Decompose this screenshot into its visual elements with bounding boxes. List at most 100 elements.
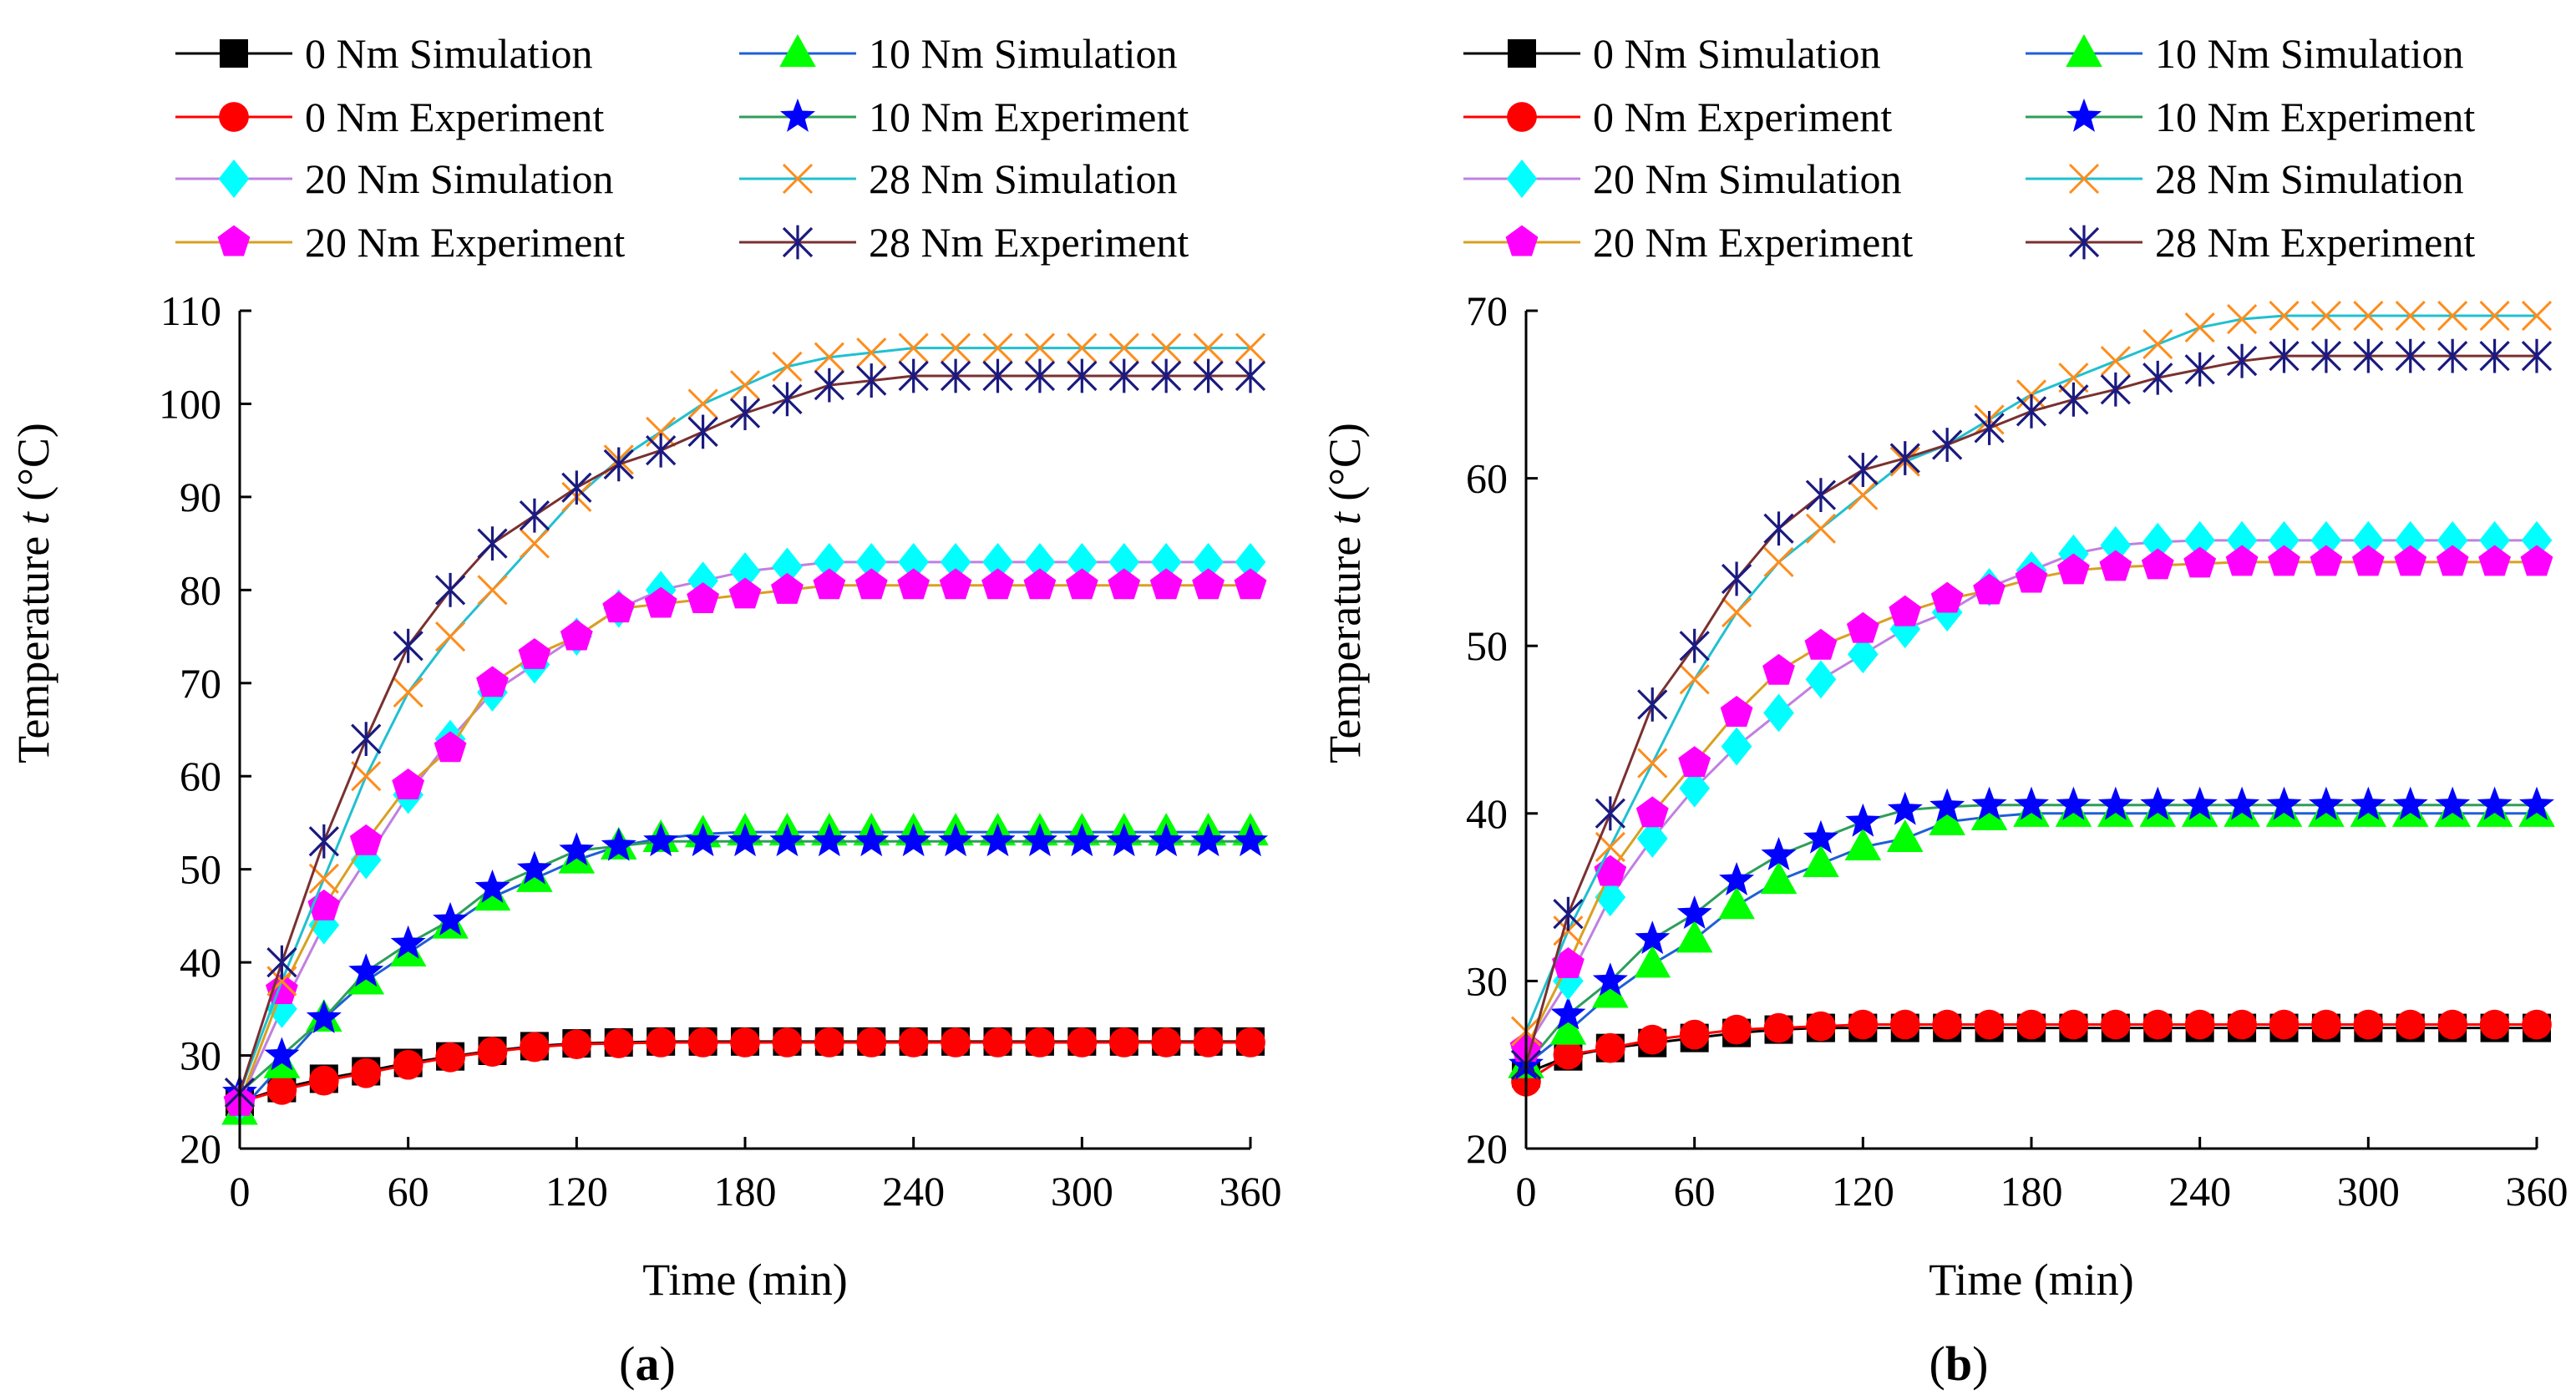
legend-marker-s0 bbox=[1508, 39, 1536, 68]
data-point-e10 bbox=[1719, 861, 1755, 895]
data-point-e10 bbox=[390, 925, 426, 959]
data-point-e0 bbox=[772, 1027, 803, 1058]
data-point-e10 bbox=[895, 823, 931, 857]
data-point-e28 bbox=[1889, 441, 1920, 475]
data-point-e10 bbox=[854, 823, 890, 857]
data-point-e0 bbox=[1553, 1039, 1584, 1070]
data-point-e0 bbox=[2227, 1009, 2257, 1040]
legend-label-e0: 0 Nm Experiment bbox=[1593, 94, 1892, 140]
legend-label-e20: 20 Nm Experiment bbox=[305, 219, 625, 266]
data-point-s20 bbox=[1679, 768, 1711, 808]
data-point-e28 bbox=[2353, 338, 2384, 373]
data-point-e10 bbox=[643, 823, 679, 857]
data-point-s20 bbox=[2437, 520, 2468, 560]
data-point-e0 bbox=[1067, 1027, 1098, 1058]
series-e20 bbox=[1509, 545, 2553, 1063]
series-line-s28 bbox=[238, 347, 1250, 1093]
data-point-s10 bbox=[1760, 861, 1798, 895]
data-point-s20 bbox=[2479, 520, 2510, 560]
data-point-s28 bbox=[814, 342, 844, 373]
legend-item-e0: 0 Nm Experiment bbox=[175, 94, 604, 140]
chart-panel-b: 0 Nm Simulation 10 Nm Simulation 0 Nm Expe… bbox=[1320, 30, 2568, 1391]
y-axis-title-b: Temperature t (°C) bbox=[1320, 423, 1370, 763]
panel-label-b: (b) bbox=[1929, 1337, 1989, 1391]
data-point-s20 bbox=[1108, 542, 1140, 581]
data-point-e10 bbox=[2097, 786, 2133, 820]
data-point-e20 bbox=[687, 582, 719, 613]
y-tick-label: 20 bbox=[180, 1125, 221, 1172]
data-point-e20 bbox=[1552, 946, 1585, 978]
data-point-e0 bbox=[266, 1074, 297, 1105]
data-point-s10 bbox=[1929, 802, 1965, 835]
data-point-s28 bbox=[351, 761, 382, 792]
data-point-e28 bbox=[982, 358, 1013, 393]
data-point-e28 bbox=[2226, 343, 2258, 378]
data-point-e0 bbox=[687, 1027, 718, 1058]
data-point-e28 bbox=[2310, 338, 2342, 373]
data-point-e0 bbox=[1889, 1009, 1920, 1040]
data-point-s20 bbox=[814, 542, 845, 581]
data-point-e0 bbox=[393, 1049, 423, 1080]
data-point-s20 bbox=[1805, 660, 1837, 699]
legend-marker-s10 bbox=[779, 34, 816, 68]
data-point-e0 bbox=[1025, 1027, 1055, 1058]
data-point-e20 bbox=[1023, 568, 1057, 600]
data-point-s28 bbox=[2100, 346, 2131, 377]
data-point-s28 bbox=[1763, 546, 1794, 577]
legend-marker-e0 bbox=[219, 102, 249, 132]
data-point-e20 bbox=[1720, 696, 1753, 727]
legend-marker-e28 bbox=[2068, 225, 2100, 260]
data-point-s28 bbox=[1151, 332, 1182, 363]
data-point-s20 bbox=[1847, 635, 1879, 674]
data-point-e0 bbox=[2437, 1009, 2468, 1040]
data-point-s10 bbox=[1844, 827, 1882, 860]
y-tick-label: 80 bbox=[180, 566, 221, 613]
axes-a: 20 30 40 50 60 70 80 90 100 110 0 60 120 180 240 300 360 bbox=[159, 287, 1282, 1215]
data-point-e20 bbox=[1973, 573, 2006, 605]
data-point-s20 bbox=[1595, 878, 1626, 917]
legend-marker-e10 bbox=[2066, 98, 2102, 132]
data-point-e20 bbox=[1635, 796, 1669, 828]
y-tick-label: 60 bbox=[180, 753, 221, 799]
data-point-e10 bbox=[1106, 823, 1142, 857]
data-point-e28 bbox=[1848, 453, 1879, 487]
data-point-e0 bbox=[814, 1027, 844, 1058]
data-point-e10 bbox=[2392, 786, 2428, 820]
x-tick-label: 0 bbox=[1516, 1168, 1537, 1215]
data-point-s20 bbox=[1636, 819, 1668, 858]
legend-marker-s0 bbox=[220, 39, 248, 68]
data-point-e28 bbox=[434, 572, 466, 607]
data-point-e10 bbox=[433, 901, 469, 936]
data-point-e20 bbox=[813, 568, 846, 600]
x-tick-label: 120 bbox=[545, 1168, 608, 1215]
x-tick-label: 60 bbox=[388, 1168, 429, 1215]
data-point-e0 bbox=[435, 1042, 465, 1073]
legend-item-s0: 0 Nm Simulation bbox=[1463, 30, 1880, 77]
y-tick-label: 50 bbox=[1466, 622, 1508, 669]
legend-item-e28: 28 Nm Experiment bbox=[2026, 219, 2475, 266]
legend-marker-s20 bbox=[1506, 160, 1538, 198]
plot-area-a: 20 30 40 50 60 70 80 90 100 110 0 60 120 180 240 300 360 bbox=[159, 287, 1282, 1215]
data-point-s20 bbox=[2310, 520, 2342, 560]
data-point-s28 bbox=[2310, 300, 2341, 332]
data-point-s10 bbox=[1886, 819, 1924, 852]
series-layer-a bbox=[221, 332, 1269, 1125]
data-point-e0 bbox=[2269, 1009, 2300, 1040]
data-point-e10 bbox=[1676, 895, 1712, 930]
legend-item-s28: 28 Nm Simulation bbox=[739, 155, 1177, 202]
x-tick-label: 180 bbox=[714, 1168, 777, 1215]
legend-marker-e28 bbox=[782, 225, 814, 260]
legend-item-s10: 10 Nm Simulation bbox=[2026, 30, 2463, 77]
data-point-e0 bbox=[1679, 1019, 1710, 1050]
data-point-e20 bbox=[1149, 568, 1183, 600]
legend-marker-s10 bbox=[2066, 34, 2102, 68]
data-point-e0 bbox=[646, 1027, 677, 1058]
data-point-e28 bbox=[2184, 352, 2215, 387]
legend-marker-s28 bbox=[2068, 163, 2100, 195]
x-tick-label: 300 bbox=[2337, 1168, 2400, 1215]
data-point-s20 bbox=[2352, 520, 2384, 560]
data-point-e28 bbox=[1763, 511, 1794, 546]
data-point-s20 bbox=[1235, 542, 1266, 581]
data-point-e10 bbox=[685, 823, 721, 857]
data-point-e0 bbox=[2353, 1009, 2384, 1040]
